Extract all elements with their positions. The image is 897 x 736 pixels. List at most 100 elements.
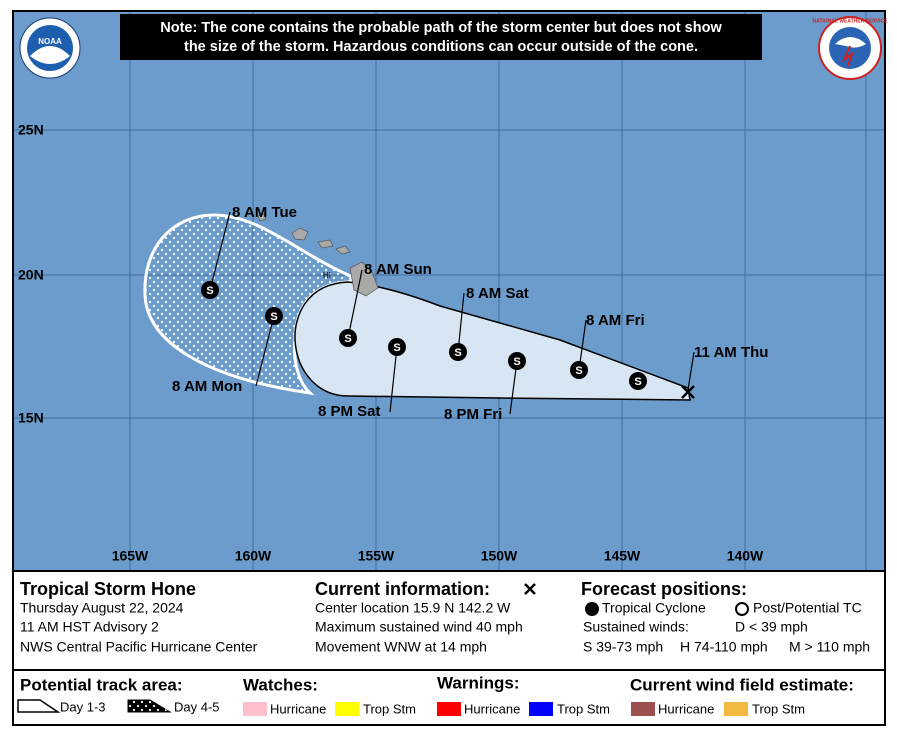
current-info: Center location 15.9 N 142.2 W (315, 600, 511, 616)
forecast-legend: Post/Potential TC (753, 600, 862, 616)
legend-text: Hurricane (658, 701, 714, 716)
lat-label: 25N (18, 122, 44, 138)
legend-text: Trop Stm (557, 701, 610, 716)
point-symbol: S (575, 365, 582, 377)
swatch (724, 702, 748, 716)
x-mark (524, 583, 536, 595)
legend-text: Hurricane (464, 701, 520, 716)
noaa-logo: NOAA (19, 17, 81, 79)
leader-lines (209, 211, 695, 415)
leader-line (209, 211, 231, 291)
legend-text: Day 4-5 (174, 699, 220, 714)
forecast-point (508, 352, 526, 370)
day45-dots (128, 700, 170, 712)
logo-text: NATIONAL WEATHER SERVICE (813, 18, 889, 24)
lon-label: 160W (235, 548, 272, 564)
legend-title: Warnings: (437, 673, 519, 692)
note-text: Note: The cone contains the probable pat… (160, 20, 722, 36)
forecast-legend: H 74-110 mph (680, 639, 768, 655)
forecast-legend: M > 110 mph (789, 639, 870, 655)
current-info: Movement WNW at 14 mph (315, 639, 487, 655)
position-label: 8 AM Sun (364, 261, 432, 278)
current-title: Current information: (315, 579, 490, 599)
note-text: the size of the storm. Hazardous conditi… (184, 39, 698, 55)
position-label: 8 AM Tue (232, 204, 297, 221)
forecast-point (201, 281, 219, 299)
forecast-point (388, 338, 406, 356)
island (317, 239, 334, 249)
leader-line (457, 292, 465, 353)
cone-day1-3 (294, 281, 691, 401)
hawaii-islands (257, 213, 379, 297)
legend-title: Watches: (243, 675, 318, 694)
logo-gull (30, 46, 70, 64)
lon-label: 145W (604, 548, 641, 564)
forecast-point (265, 307, 283, 325)
island (349, 261, 379, 297)
storm-points: S S S S S S S S (201, 281, 695, 399)
legend-text: Day 1-3 (60, 699, 106, 714)
island (335, 245, 351, 255)
storm-info: 11 AM HST Advisory 2 (20, 619, 159, 635)
swatch (529, 702, 553, 716)
position-label: 8 AM Sat (466, 285, 529, 302)
lon-label: 140W (727, 548, 764, 564)
lon-label: 150W (481, 548, 518, 564)
lat-label: 15N (18, 410, 44, 426)
point-symbol: S (634, 376, 641, 388)
forecast-legend: Sustained winds: (583, 619, 689, 635)
forecast-point (570, 361, 588, 379)
legend-title: Current wind field estimate: (630, 675, 854, 694)
logo-text: NOAA (38, 37, 62, 46)
x-mark (681, 385, 695, 399)
point-symbol: S (454, 347, 461, 359)
day13-icon (17, 699, 61, 713)
leader-line (255, 315, 275, 387)
legend-text: Trop Stm (752, 701, 805, 716)
nws-logo: NATIONAL WEATHER SERVICE (813, 16, 889, 80)
current-x-icon (524, 583, 536, 595)
swatch (243, 702, 267, 716)
current-position (681, 385, 695, 399)
position-label: 8 AM Mon (172, 378, 242, 395)
swatch (335, 702, 359, 716)
lon-label: 155W (358, 548, 395, 564)
forecast-point (339, 329, 357, 347)
ptc-icon (735, 602, 749, 616)
storm-name: Tropical Storm Hone (20, 579, 196, 599)
position-label: 11 AM Thu (694, 344, 768, 361)
forecast-legend: S 39-73 mph (583, 639, 663, 655)
swatch (437, 702, 461, 716)
forecast-legend: D < 39 mph (735, 619, 808, 635)
logo-bolt (841, 45, 854, 67)
tc-icon (585, 602, 599, 616)
forecast-title: Forecast positions: (581, 579, 747, 599)
legend-title: Potential track area: (20, 675, 183, 694)
frame (12, 10, 886, 726)
note-box (120, 14, 762, 60)
point-symbol: S (344, 333, 351, 345)
forecast-point (629, 372, 647, 390)
position-label: 8 PM Fri (444, 406, 502, 423)
island-label: HI (323, 271, 331, 280)
point-symbol: S (513, 356, 520, 368)
current-info: Maximum sustained wind 40 mph (315, 619, 523, 635)
position-label: 8 PM Sat (318, 403, 381, 420)
forecast-legend: Tropical Cyclone (602, 600, 706, 616)
point-symbol: S (206, 285, 213, 297)
island (291, 227, 309, 241)
lon-label: 165W (112, 548, 149, 564)
leader-line (389, 346, 398, 413)
island (257, 213, 267, 222)
point-symbol: S (393, 342, 400, 354)
swatch (631, 702, 655, 716)
legend-text: Trop Stm (363, 701, 416, 716)
legend-text: Hurricane (270, 701, 326, 716)
lat-label: 20N (18, 267, 44, 283)
position-label: 8 AM Fri (586, 312, 645, 329)
leader-line (347, 269, 363, 339)
logo-cloud (835, 37, 866, 48)
storm-info: NWS Central Pacific Hurricane Center (20, 639, 258, 655)
storm-info: Thursday August 22, 2024 (20, 600, 184, 616)
